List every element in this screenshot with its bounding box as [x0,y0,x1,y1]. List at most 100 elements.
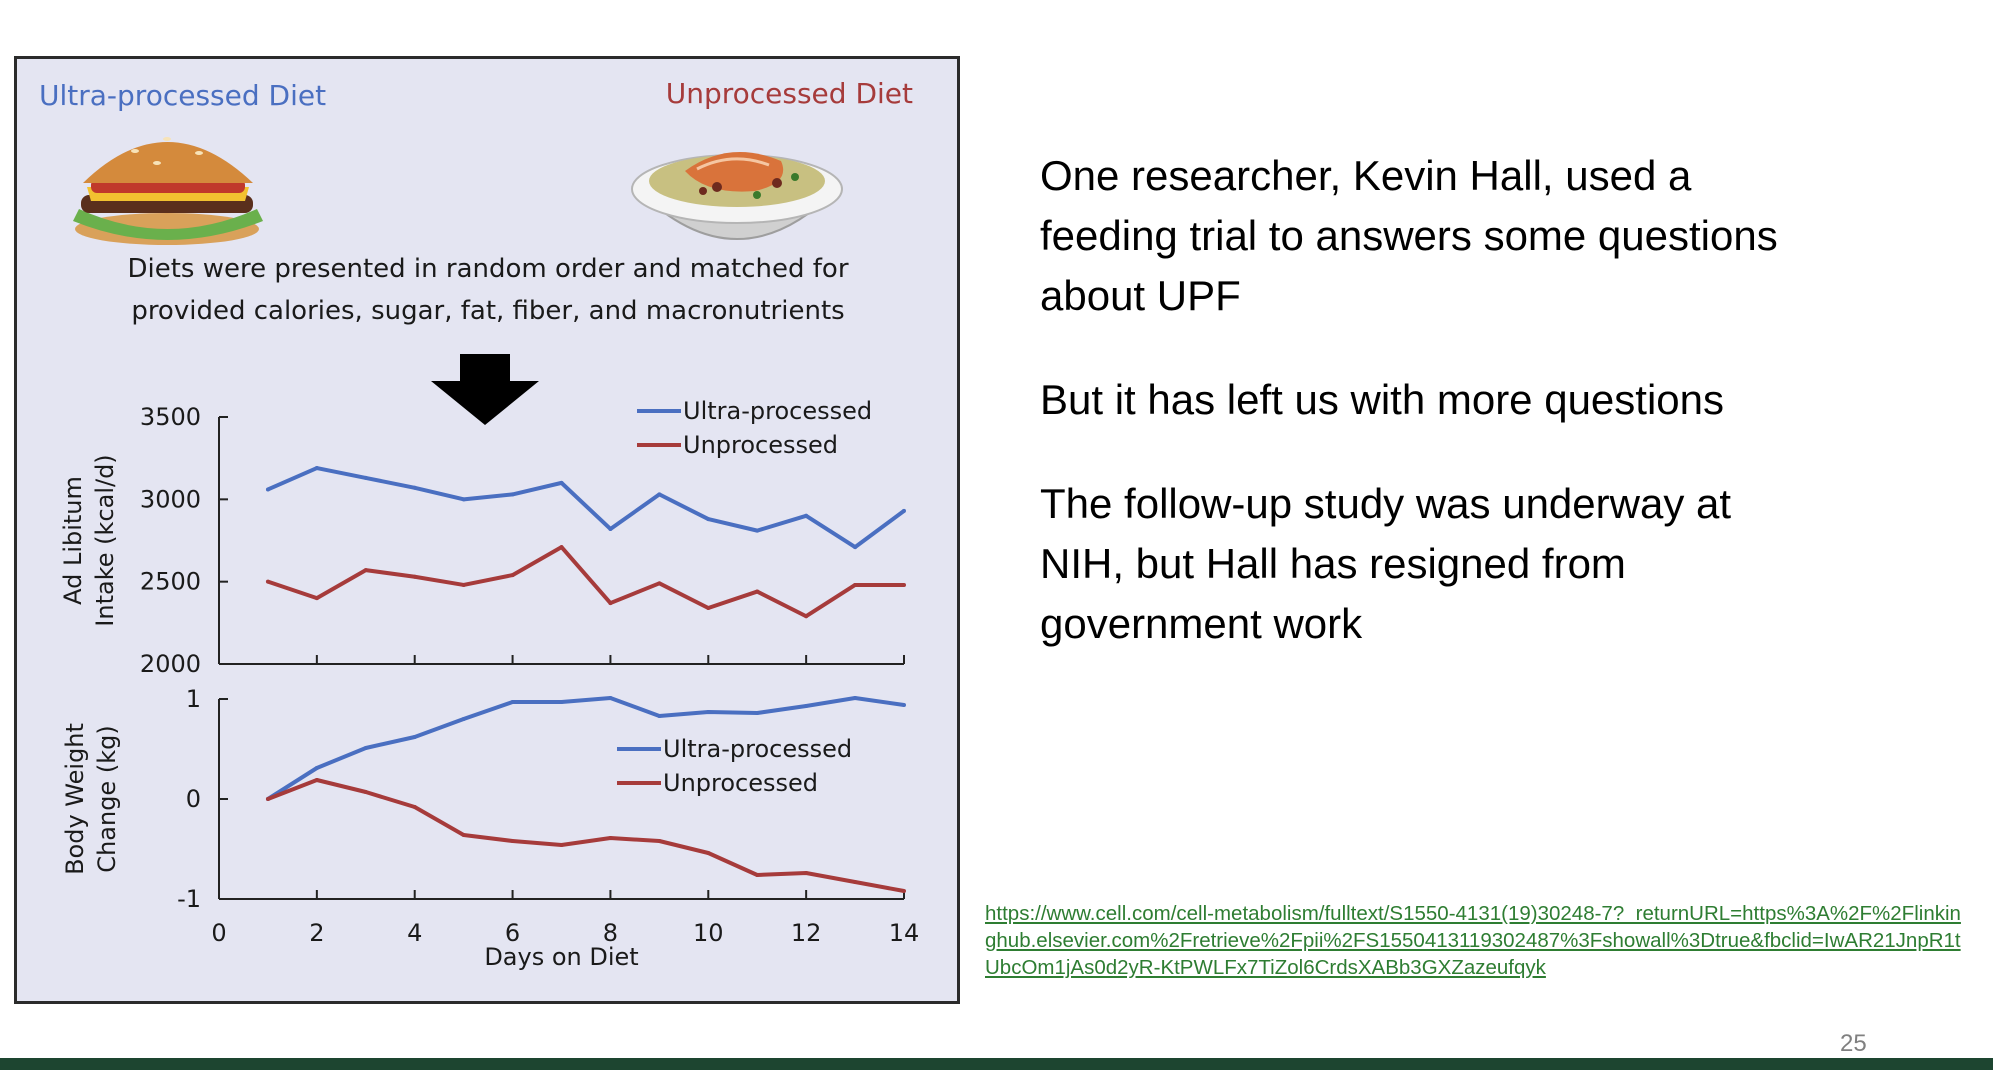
x-tick-label: 8 [603,919,618,947]
data-point [559,843,564,847]
intake-chart: 3500 3000 2500 2000 Ad Libitum Intake (kcal/d… [59,397,906,678]
data-point [461,717,466,721]
data-point [363,568,368,573]
x-tick-label: 4 [407,919,422,947]
data-point [804,871,809,875]
data-point [657,839,662,843]
series-line-ultra-processed [267,466,906,550]
data-point [510,700,515,704]
right-text-block: One researcher, Kevin Hall, used a feedi… [1040,146,1800,698]
data-point [510,839,515,843]
y-axis-label: Change (kg) [93,725,121,872]
data-point [412,805,417,809]
y-tick-label: 3500 [140,403,201,431]
data-point [608,601,613,606]
y-tick-label: 1 [186,685,201,713]
data-point [706,517,711,522]
data-point [608,836,613,840]
data-point [314,766,319,770]
footer-bar [0,1058,1993,1070]
data-point [265,797,270,801]
data-point [804,513,809,518]
data-point [706,710,711,714]
series-line-unprocessed [267,545,904,619]
data-point [314,778,319,782]
x-tick-label: 14 [889,919,920,947]
data-point [461,833,466,837]
data-point [902,703,906,707]
data-point [314,466,319,471]
data-point [412,574,417,579]
series-line-ultra-processed [266,696,905,801]
data-point [853,545,858,550]
data-point [657,714,662,718]
data-point [363,790,368,794]
data-point [706,606,711,611]
data-point [755,873,760,877]
x-axis-label: Days on Diet [484,943,638,971]
data-point [706,851,711,855]
figure-caption-line2: provided calories, sugar, fat, fiber, an… [131,296,844,326]
data-point [657,581,662,586]
data-point [853,696,858,700]
data-point [608,696,613,700]
data-point [265,487,270,492]
data-point [755,528,760,533]
figure-svg: Ultra-processed Diet Unprocessed Diet [39,77,919,971]
page-number: 25 [1840,1030,1867,1057]
x-tick-label: 2 [309,919,324,947]
left-diet-label: Ultra-processed Diet [39,79,326,112]
data-point [853,582,858,587]
y-axis-label: Body Weight [61,723,89,875]
legend-label: Ultra-processed [683,397,872,425]
data-point [363,475,368,480]
y-tick-label: 0 [186,785,201,813]
data-point [412,735,417,739]
hamburger-icon [73,137,263,245]
data-point [363,746,368,750]
data-point [461,582,466,587]
y-tick-label: -1 [177,885,201,913]
x-tick-label: 0 [211,919,226,947]
data-point [804,704,809,708]
salmon-plate-icon [631,152,843,240]
data-point [461,497,466,502]
y-tick-label: 2500 [140,568,201,596]
down-arrow-icon [431,354,539,425]
series-line-unprocessed [267,778,905,893]
paragraph-2: But it has left us with more questions [1040,376,1724,423]
x-tick-label: 6 [505,919,520,947]
figure-caption-line1: Diets were presented in random order and… [127,254,848,284]
data-point [559,700,564,704]
data-point [608,526,613,531]
data-point [265,579,270,584]
legend-label: Unprocessed [663,769,818,797]
legend-label: Unprocessed [683,431,838,459]
data-point [853,880,858,884]
right-diet-label: Unprocessed Diet [666,77,913,110]
data-point [902,582,906,587]
y-axis-label: Ad Libitum [59,476,87,605]
y-tick-label: 2000 [140,650,201,678]
figure-panel: Ultra-processed Diet Unprocessed Diet [14,56,960,1004]
data-point [755,589,760,594]
data-point [657,492,662,497]
data-point [559,545,564,550]
data-point [412,485,417,490]
source-link[interactable]: https://www.cell.com/cell-metabolism/ful… [985,902,1961,979]
data-point [804,614,809,619]
data-point [559,480,564,485]
y-tick-label: 3000 [140,485,201,513]
data-point [510,492,515,497]
data-point [902,508,906,513]
y-axis-label: Intake (kcal/d) [91,454,119,626]
x-tick-label: 10 [693,919,724,947]
x-tick-label: 12 [791,919,822,947]
paragraph-1: One researcher, Kevin Hall, used a feedi… [1040,152,1778,319]
data-point [510,573,515,578]
paragraph-3: The follow-up study was underway at NIH,… [1040,480,1732,647]
data-point [755,711,760,715]
data-point [314,596,319,601]
legend-label: Ultra-processed [663,735,852,763]
